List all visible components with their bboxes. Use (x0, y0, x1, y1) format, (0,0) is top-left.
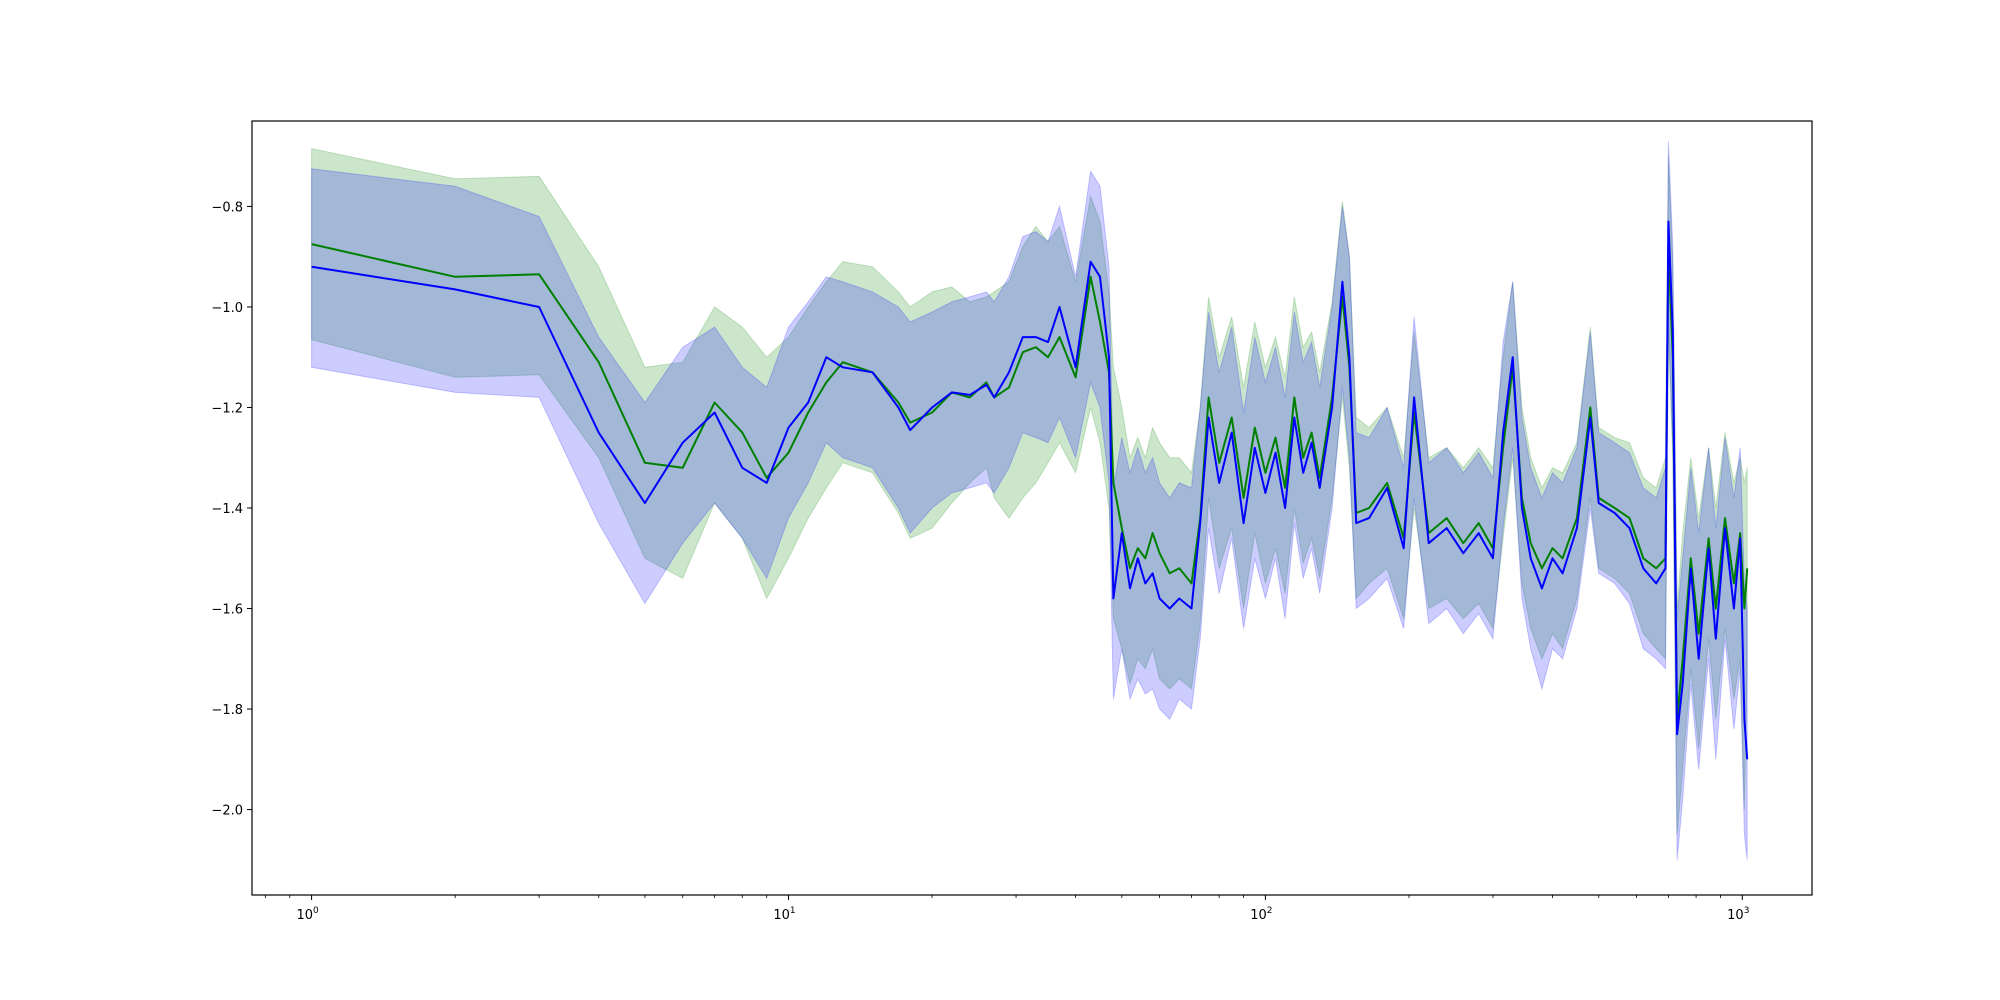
series-lines (311, 220, 1749, 760)
y-tick-label: −1.6 (211, 603, 243, 618)
y-tick-label: −2.0 (211, 804, 243, 819)
y-tick-label: −1.2 (211, 401, 243, 416)
series-1-band (311, 141, 1748, 860)
series-0-band (311, 147, 1748, 835)
confidence-bands (311, 141, 1748, 860)
y-axis: −0.8 −1.0 −1.2 −1.4 −1.6 −1.8 −2.0 (211, 200, 252, 819)
y-tick-label: −0.8 (211, 200, 243, 215)
y-tick-label: −1.4 (211, 502, 243, 517)
series-1-line (311, 220, 1749, 760)
y-tick-label: −1.8 (211, 703, 243, 718)
x-axis: 100 101 102 103 (264, 895, 1749, 923)
y-tick-label: −1.0 (211, 301, 243, 316)
